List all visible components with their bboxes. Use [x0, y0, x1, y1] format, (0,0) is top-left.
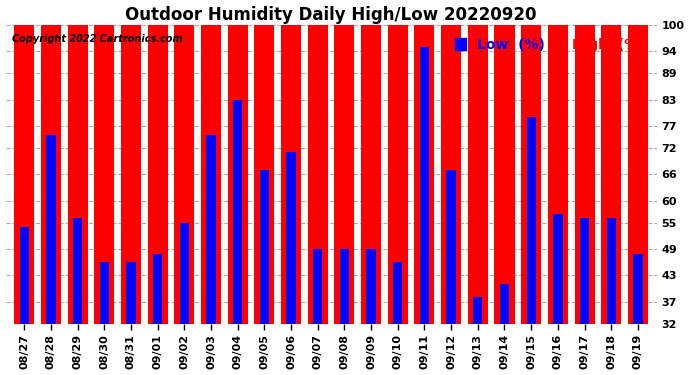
Bar — [521, 25, 541, 324]
Bar — [628, 25, 648, 324]
Bar — [201, 25, 221, 324]
Bar — [14, 25, 34, 324]
Bar — [99, 262, 109, 324]
Bar — [607, 218, 616, 324]
Bar — [575, 25, 595, 324]
Bar — [468, 25, 488, 324]
Bar — [441, 25, 461, 324]
Bar — [361, 25, 381, 324]
Bar — [255, 25, 275, 324]
Bar — [46, 135, 56, 324]
Bar — [281, 25, 301, 324]
Bar — [495, 25, 515, 324]
Bar — [95, 25, 115, 324]
Text: Copyright 2022 Cartronics.com: Copyright 2022 Cartronics.com — [12, 34, 183, 44]
Bar — [175, 25, 195, 324]
Title: Outdoor Humidity Daily High/Low 20220920: Outdoor Humidity Daily High/Low 20220920 — [126, 6, 537, 24]
Bar — [313, 249, 322, 324]
Bar — [366, 249, 376, 324]
Bar — [415, 25, 435, 324]
Bar — [446, 170, 456, 324]
Bar — [68, 25, 88, 324]
Bar — [500, 284, 509, 324]
Bar — [633, 254, 642, 324]
Bar — [420, 47, 429, 324]
Bar — [19, 227, 29, 324]
Bar — [388, 25, 408, 324]
Bar — [335, 25, 355, 324]
Bar — [121, 25, 141, 324]
Bar — [580, 218, 589, 324]
Bar — [308, 25, 328, 324]
Bar — [339, 249, 349, 324]
Bar — [548, 25, 568, 324]
Bar — [526, 117, 536, 324]
Bar — [73, 218, 82, 324]
Bar — [259, 170, 269, 324]
Bar — [233, 100, 242, 324]
Bar — [41, 25, 61, 324]
Bar — [228, 25, 248, 324]
Bar — [286, 153, 296, 324]
Bar — [393, 262, 402, 324]
Bar — [601, 25, 621, 324]
Bar — [206, 135, 216, 324]
Bar — [473, 297, 482, 324]
Bar — [126, 262, 136, 324]
Bar — [153, 254, 162, 324]
Bar — [148, 25, 168, 324]
Legend: Low  (%), High  (%): Low (%), High (%) — [450, 32, 650, 57]
Bar — [179, 223, 189, 324]
Bar — [553, 214, 562, 324]
